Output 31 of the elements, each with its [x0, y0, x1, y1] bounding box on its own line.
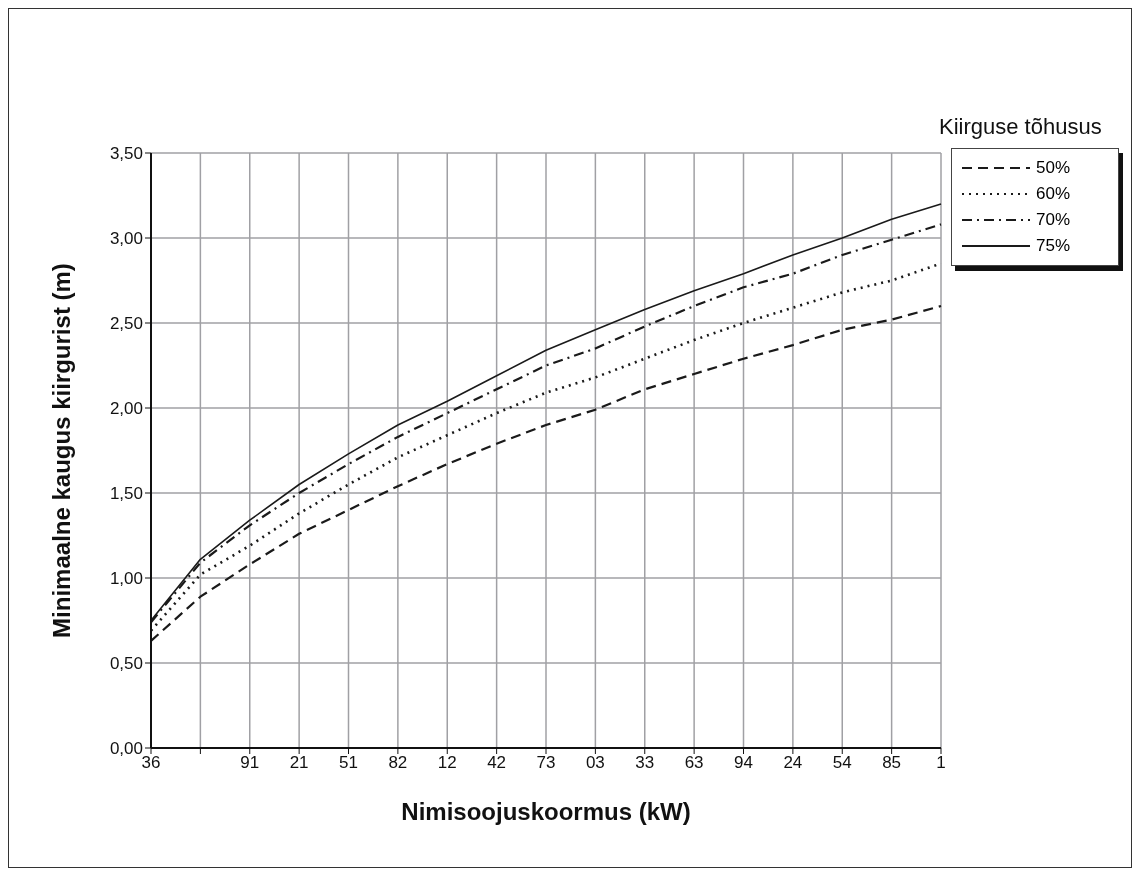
y-axis-title: Minimaalne kaugus kiirgurist (m)	[47, 263, 75, 638]
x-tick-label: 12	[437, 753, 457, 773]
x-tick-label: 51	[339, 753, 358, 773]
y-tick-label: 0,00	[109, 739, 143, 759]
x-tick-label: 63	[684, 753, 704, 773]
x-tick-label: 85	[882, 753, 902, 773]
x-tick-label: 33	[635, 753, 655, 773]
y-tick-label: 3,00	[109, 229, 143, 249]
y-tick-label: 1,00	[109, 569, 143, 589]
x-tick-label: 21	[289, 753, 309, 773]
x-tick-label: 94	[734, 753, 753, 773]
y-tick-label: 0,50	[109, 654, 143, 674]
legend-label: 50%	[1036, 158, 1071, 178]
x-tick-label: 42	[487, 753, 507, 773]
x-axis-title: Nimisoojuskoormus (kW)	[401, 798, 691, 825]
x-tick-label: 82	[388, 753, 408, 773]
x-tick-label: 54	[832, 753, 852, 773]
x-tick-label: 03	[585, 753, 605, 773]
x-tick-label: 91	[240, 753, 260, 773]
y-tick-label: 2,50	[109, 314, 143, 334]
legend-label: 60%	[1036, 184, 1071, 204]
legend-label: 70%	[1036, 210, 1071, 230]
x-tick-label: 36	[141, 753, 161, 773]
y-tick-label: 1,50	[109, 484, 143, 504]
x-tick-label: 24	[783, 753, 803, 773]
x-tick-label: 73	[536, 753, 556, 773]
x-tick-label: 1	[936, 753, 946, 773]
y-tick-label: 2,00	[109, 399, 143, 419]
y-tick-label: 3,50	[109, 144, 143, 164]
legend-label: 75%	[1036, 236, 1071, 256]
legend-title: Kiirguse tõhusus	[939, 114, 1103, 140]
